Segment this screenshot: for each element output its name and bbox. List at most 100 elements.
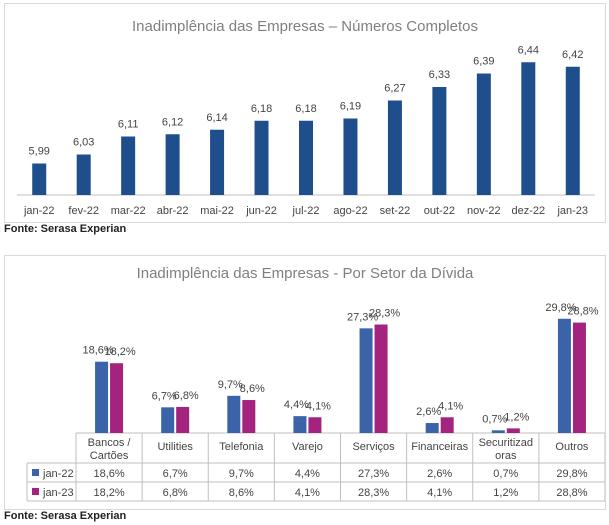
data-label: 0,7%	[482, 413, 507, 425]
data-label: 27,3%	[347, 311, 378, 323]
data-label: 6,27	[384, 83, 405, 95]
bar-chart-by-sector: Inadimplência das Empresas - Por Setor d…	[26, 265, 606, 502]
bar-jan-23	[374, 324, 388, 433]
data-label: 6,12	[162, 116, 183, 128]
category-label: Cartões	[90, 450, 129, 462]
bar	[565, 66, 580, 195]
x-tick-label: set-22	[380, 205, 411, 217]
data-label: 6,18	[295, 103, 316, 115]
bar-jan-22	[359, 328, 373, 433]
data-label: 8,6%	[240, 383, 265, 395]
bar	[343, 118, 358, 195]
category-label: Outros	[555, 441, 589, 453]
legend-label: jan-23	[42, 487, 74, 499]
legend-key-jan-22	[32, 469, 39, 476]
data-label: 6,03	[73, 137, 94, 149]
bar-jan-23	[440, 417, 454, 433]
x-tick-label: fev-22	[68, 205, 99, 217]
table-cell: 6,8%	[163, 487, 188, 499]
table-cell: 6,7%	[163, 468, 188, 480]
bar-jan-23	[308, 417, 322, 433]
x-tick-label: jan-22	[23, 205, 55, 217]
bar-jan-22	[95, 361, 109, 433]
data-label: 6,42	[562, 49, 583, 61]
bar	[476, 73, 491, 195]
category-label: Bancos /	[88, 437, 132, 449]
data-label: 18,2%	[104, 346, 135, 358]
bar-jan-22	[161, 407, 175, 433]
bar-jan-23	[242, 400, 256, 433]
bar	[254, 120, 269, 195]
chart-panel-by-sector: Inadimplência das Empresas - Por Setor d…	[4, 255, 606, 510]
data-label: 6,18	[251, 103, 272, 115]
bar	[165, 134, 180, 195]
data-label: 28,3%	[369, 308, 400, 320]
x-tick-label: abr-22	[157, 205, 189, 217]
table-cell: 9,7%	[229, 468, 254, 480]
bar-jan-23	[506, 428, 520, 433]
data-label: 6,14	[206, 112, 227, 124]
bar-jan-22	[491, 430, 505, 433]
x-tick-label: jun-22	[245, 205, 277, 217]
source-note: Fonte: Serasa Experian	[4, 223, 127, 235]
x-tick-label: mar-22	[111, 205, 146, 217]
bar-jan-23	[572, 322, 586, 433]
data-label: 6,33	[429, 69, 450, 81]
table-cell: 0,7%	[493, 468, 518, 480]
table-cell: 27,3%	[358, 468, 389, 480]
legend-key-jan-23	[32, 488, 39, 495]
data-label: 4,4%	[284, 399, 309, 411]
table-cell: 4,1%	[427, 487, 452, 499]
data-label: 4,1%	[438, 400, 463, 412]
bar-jan-22	[425, 423, 439, 433]
category-label: Securitizad	[479, 437, 533, 449]
x-tick-label: mai-22	[200, 205, 234, 217]
legend-label: jan-22	[42, 468, 74, 480]
table-cell: 18,6%	[93, 468, 124, 480]
category-label: Financeiras	[411, 441, 468, 453]
bar	[521, 62, 536, 195]
data-label: 6,8%	[174, 390, 199, 402]
category-label: Telefonia	[219, 441, 264, 453]
data-label: 5,99	[29, 146, 50, 158]
category-label: oras	[495, 450, 517, 462]
data-label: 29,8%	[545, 302, 576, 314]
category-label: Serviços	[352, 441, 395, 453]
bar	[32, 163, 47, 195]
x-tick-label: nov-22	[467, 205, 501, 217]
bar	[76, 154, 91, 195]
data-label: 6,19	[340, 101, 361, 113]
bar-jan-22	[227, 395, 241, 433]
data-table: jan-22 18,6% 6,7% 9,7% 4,4% 27,3% 2,6% 0,7% 29,8…	[26, 433, 606, 502]
table-cell: 1,2%	[493, 487, 518, 499]
source-note: Fonte: Serasa Experian	[4, 510, 127, 522]
chart-title: Inadimplência das Empresas - Por Setor d…	[137, 265, 474, 282]
bar-jan-23	[110, 363, 124, 433]
x-tick-label: jul-22	[292, 205, 320, 217]
data-label: 9,7%	[218, 379, 243, 391]
table-cell: 28,3%	[358, 487, 389, 499]
data-label: 6,11	[118, 119, 139, 131]
data-label: 6,44	[518, 44, 539, 56]
table-cell: 4,4%	[295, 468, 320, 480]
data-label: 28,8%	[567, 306, 598, 318]
table-cell: 2,6%	[427, 468, 452, 480]
data-label: 18,6%	[82, 345, 113, 357]
bar-jan-23	[176, 406, 190, 433]
chart-title: Inadimplência das Empresas – Números Com…	[132, 18, 478, 35]
bar	[210, 129, 225, 195]
bar	[432, 87, 447, 195]
category-label: Utilities	[157, 441, 193, 453]
table-cell: 8,6%	[229, 487, 254, 499]
x-tick-label: jan-23	[556, 205, 588, 217]
bar	[387, 100, 402, 195]
x-tick-label: ago-22	[333, 205, 367, 217]
data-label: 1,2%	[504, 411, 529, 423]
bar	[299, 120, 313, 195]
chart-panel-complete-numbers: Inadimplência das Empresas – Números Com…	[4, 3, 606, 223]
x-tick-label: out-22	[424, 205, 455, 217]
data-label: 6,7%	[152, 390, 177, 402]
bar-jan-22	[557, 318, 571, 433]
data-label: 6,39	[473, 56, 494, 68]
data-label: 4,1%	[306, 400, 331, 412]
